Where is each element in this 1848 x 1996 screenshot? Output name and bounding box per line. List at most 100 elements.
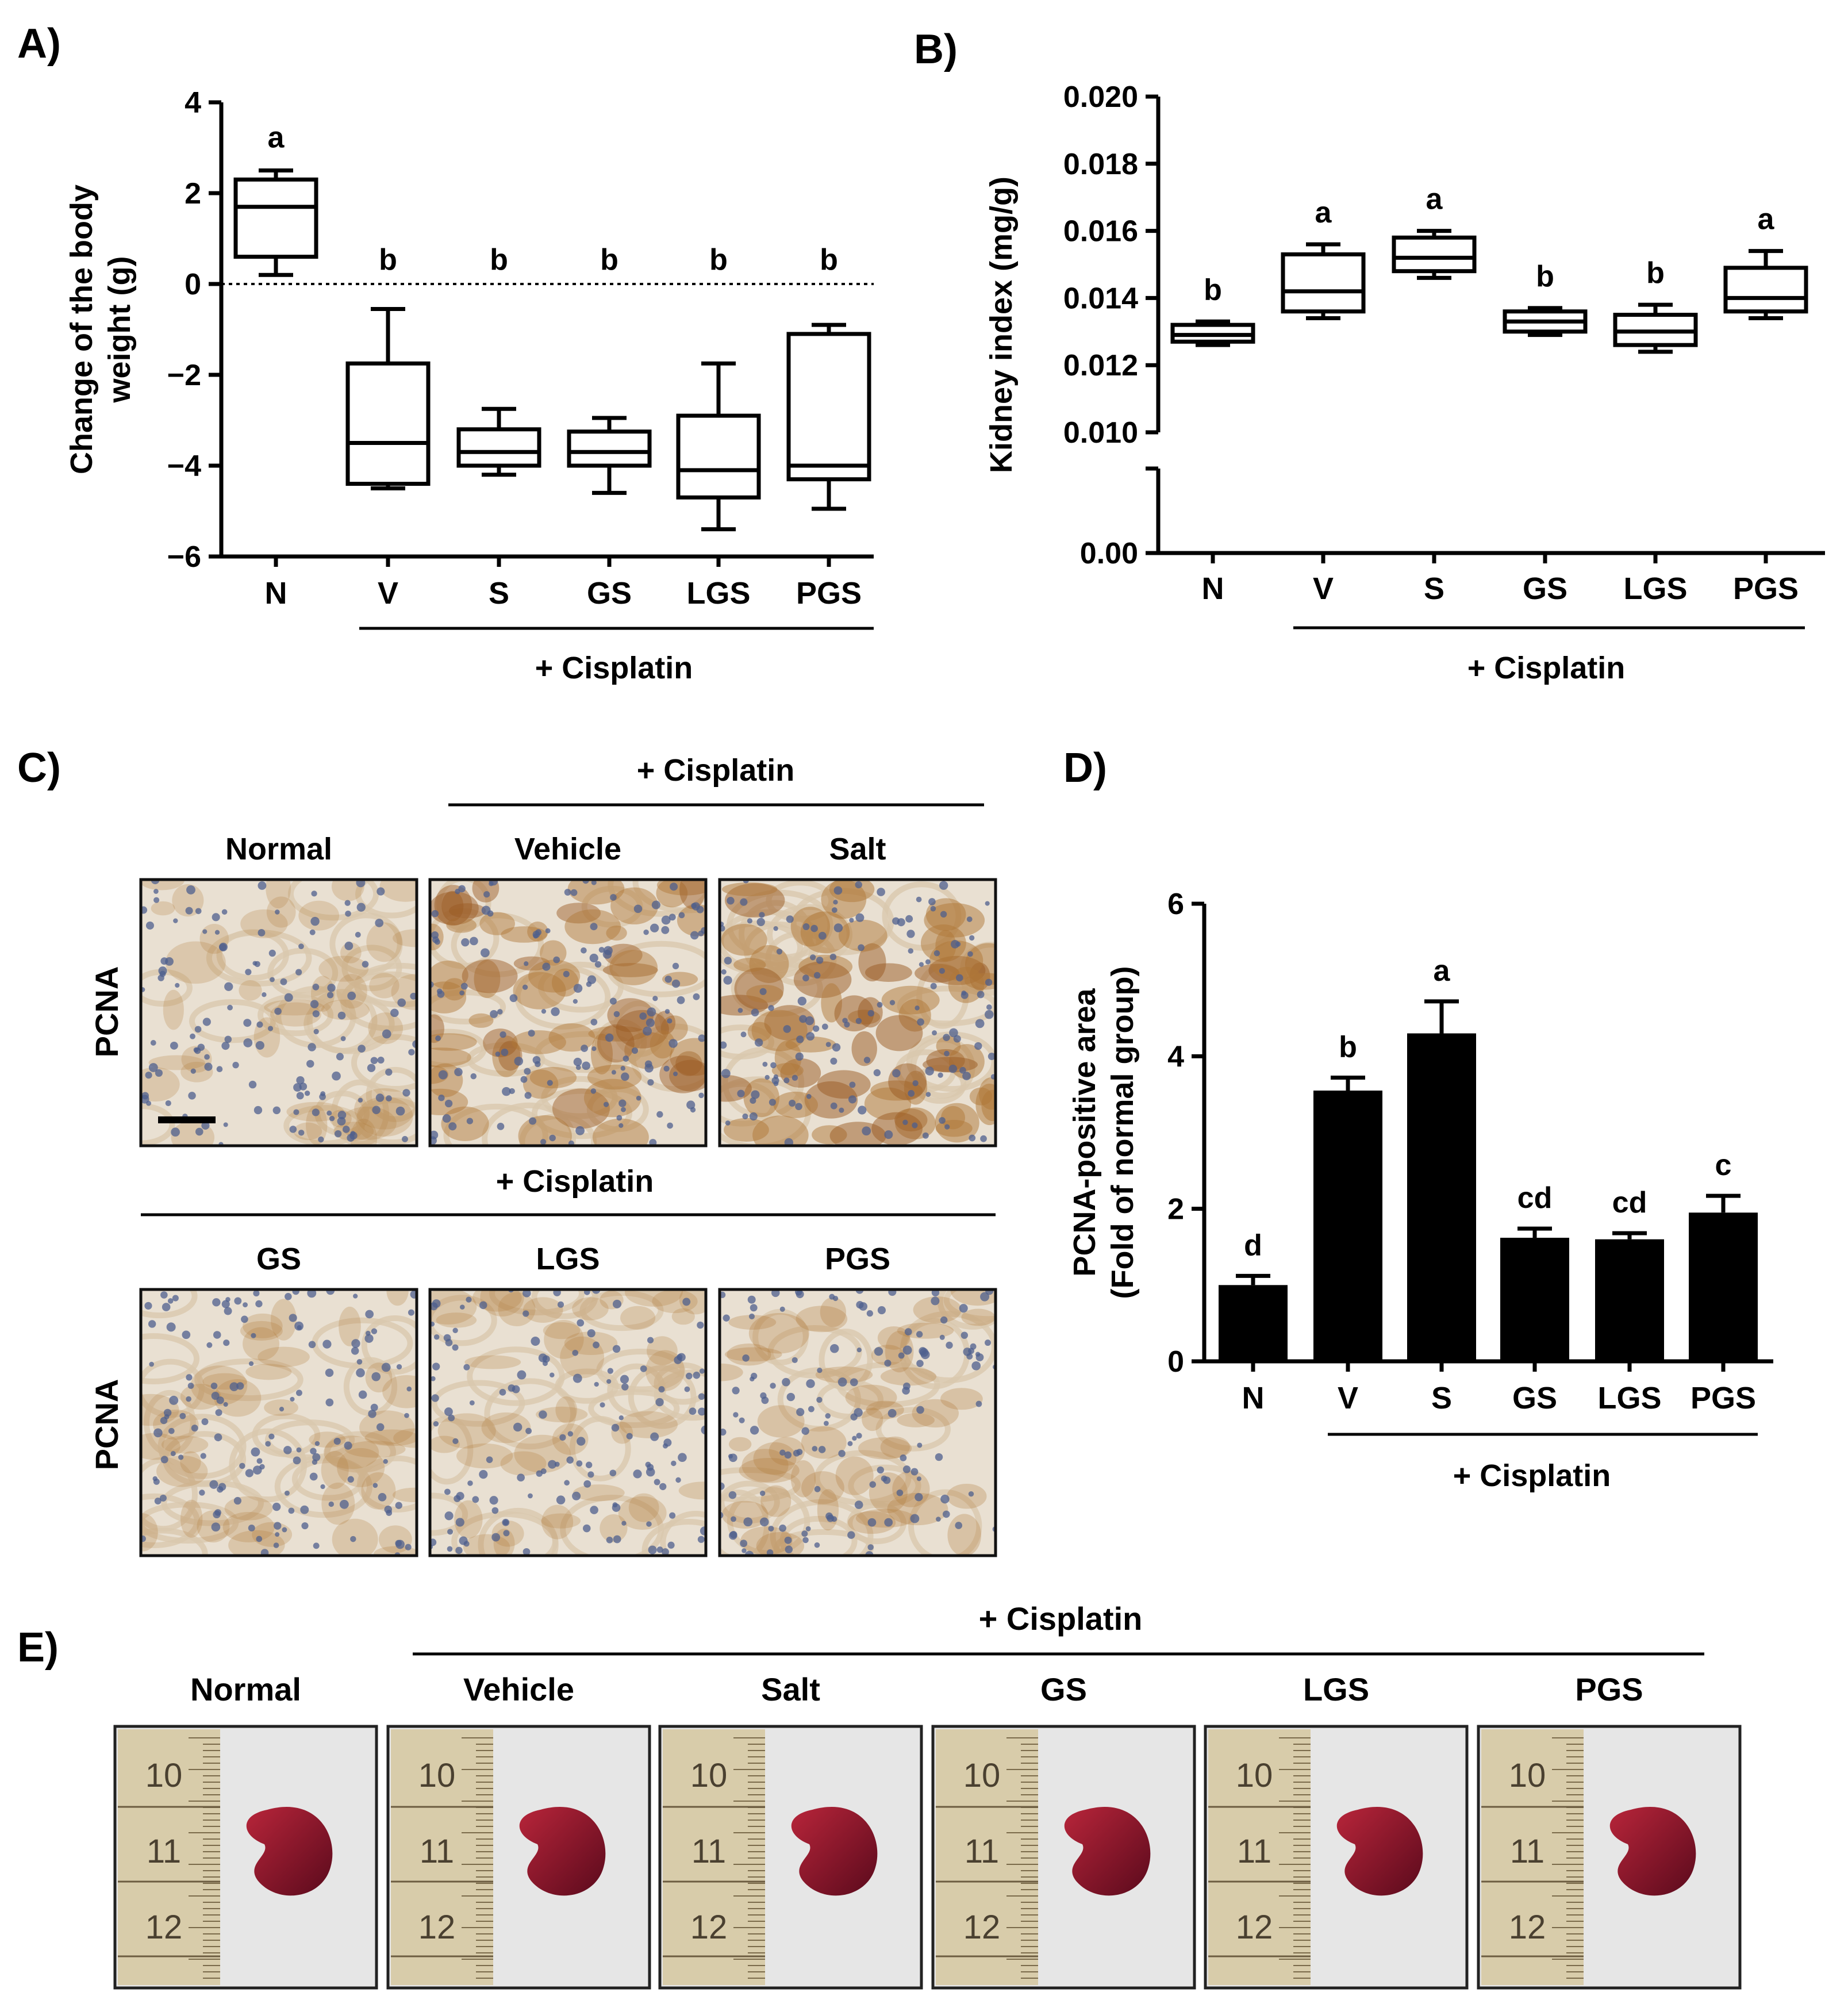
nucleus [930,982,937,989]
nucleus [603,1101,609,1107]
nucleus [547,1080,553,1086]
a-y-axis-label: Change of the body weight (g) [64,185,137,474]
nucleus [776,949,783,955]
nucleus [248,1361,254,1367]
nucleus [839,1107,844,1113]
stain-area [656,880,688,908]
nucleus [551,1007,560,1016]
stain-area [724,1347,782,1362]
b-y-tick-label: 0.020 [1063,80,1138,114]
nucleus [194,1026,202,1033]
nucleus [771,1289,780,1298]
nucleus [605,1033,614,1042]
nucleus [796,1035,804,1043]
stain-area [829,880,875,903]
nucleus [243,1302,248,1308]
stain-area [602,963,658,977]
stain-area [528,959,581,993]
d-y-axis-label-line: PCNA-positive area [1067,988,1102,1276]
nucleus [881,1475,887,1482]
d-y-tick-label: 2 [1167,1193,1184,1226]
stain-area [379,880,417,902]
nucleus [402,1136,408,1142]
nucleus [383,1459,388,1464]
nucleus [779,1524,786,1532]
nucleus [202,929,208,934]
nucleus [866,1310,873,1317]
nucleus [481,905,491,915]
nucleus [152,1476,158,1481]
e-group-label: + Cisplatin [979,1600,1143,1637]
stain-area [318,955,369,982]
tubule-outline [430,1415,474,1485]
photo-frame [1204,1725,1469,1990]
nucleus [751,1090,760,1099]
stain-area [801,1471,844,1504]
nucleus [656,1546,663,1553]
nucleus [591,880,597,885]
stain-area [498,1292,536,1326]
stain-area [354,1088,415,1130]
nucleus [378,1493,387,1502]
tubule-outline [478,1507,559,1556]
a-y-tick-label: −2 [167,359,201,392]
tubule-outline [628,1365,697,1429]
nucleus [612,1503,621,1512]
nucleus [274,1007,282,1015]
nucleus [219,943,227,951]
nucleus [721,1069,731,1078]
stain-area [820,1297,846,1327]
micrograph-tile [720,1289,996,1556]
tubule-outline [141,1493,200,1548]
nucleus [497,1123,505,1130]
micrograph-frame [428,1288,708,1557]
row-label-pcna: PCNA [89,1379,125,1471]
nucleus [591,1046,597,1051]
stain-area [897,1322,954,1339]
b-significance-letter: a [1758,203,1775,236]
d-x-tick-label: LGS [1597,1381,1661,1415]
nucleus [910,1468,919,1476]
nucleus [620,1066,625,1071]
nucleus [896,1489,904,1496]
stain-area [512,1030,566,1054]
nucleus [779,1449,786,1456]
nucleus [251,1333,256,1338]
nucleus [837,1377,847,1387]
nucleus [888,1289,897,1296]
nucleus [795,1103,802,1111]
d-y-tick-label: 4 [1167,1040,1184,1073]
a-box [786,332,871,482]
nucleus [650,1432,659,1441]
nucleus [172,1295,179,1302]
nucleus [720,1291,726,1299]
nucleus [509,994,518,1003]
stain-area [733,958,766,972]
row-label-pcna: PCNA [89,966,125,1058]
photo-label: GS [1040,1671,1087,1707]
nucleus [959,1304,968,1313]
nucleus [253,1290,260,1297]
stain-area [912,1399,959,1428]
nucleus [339,1499,349,1509]
stain-area [393,929,417,947]
nucleus [783,1025,792,1033]
nucleus [985,901,990,906]
nucleus [942,1510,950,1518]
stain-area [492,1035,521,1077]
nucleus [855,1018,862,1024]
nucleus [684,1386,690,1392]
stain-area [679,1289,706,1315]
nucleus [312,1453,321,1461]
nucleus [832,1043,841,1052]
stain-area [616,1009,669,1049]
tubule-outline [632,880,706,913]
tubule-outline [937,1289,996,1330]
nucleus [375,1093,385,1102]
nucleus [975,1400,982,1407]
nucleus [975,1019,985,1028]
ruler-number: 12 [1509,1909,1546,1946]
nucleus [936,1517,941,1522]
nucleus [582,1524,591,1533]
photo-label: Normal [190,1671,301,1707]
